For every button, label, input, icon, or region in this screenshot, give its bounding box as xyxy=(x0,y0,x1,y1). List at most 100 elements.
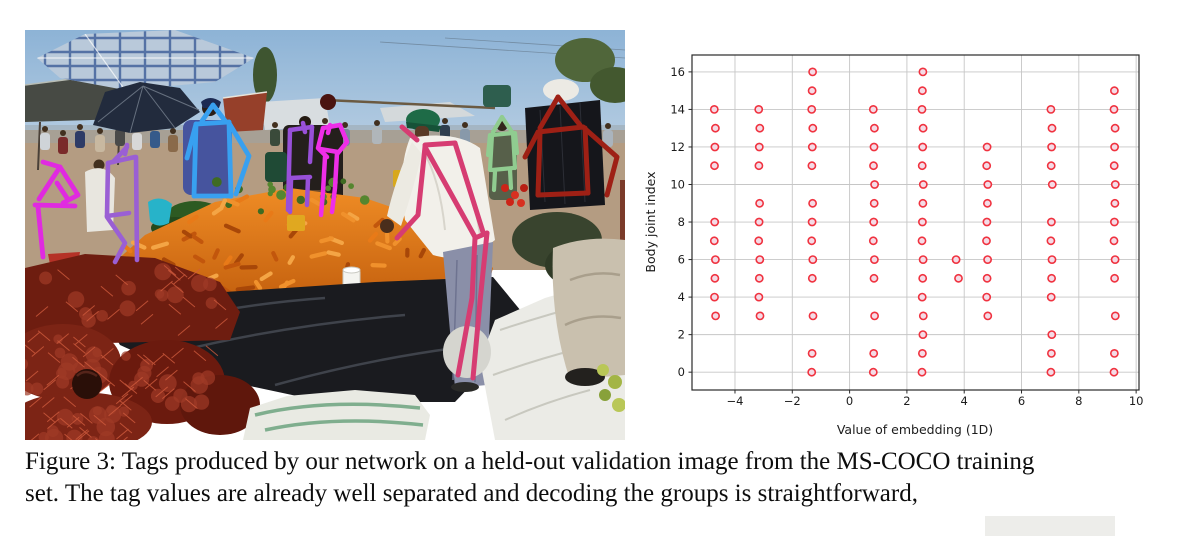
data-point xyxy=(868,367,878,377)
data-point xyxy=(754,161,764,171)
data-point xyxy=(709,105,719,114)
onion-bump xyxy=(54,347,66,359)
tag-column-stray-tag-b xyxy=(954,273,963,283)
data-point xyxy=(917,292,927,302)
data-point xyxy=(807,273,817,283)
tag-column-person-tag-3 xyxy=(807,67,818,377)
onion-bump xyxy=(96,417,116,437)
onion-bump xyxy=(193,394,210,410)
skeleton-limb xyxy=(226,119,234,199)
tag-column-person-tag-1 xyxy=(709,105,720,321)
crowd-head xyxy=(77,124,83,130)
onion-bump xyxy=(106,404,117,415)
carrot xyxy=(271,251,279,262)
data-point xyxy=(1110,123,1120,133)
skeleton-limb xyxy=(199,102,216,124)
crowd-body xyxy=(95,135,105,152)
data-point xyxy=(1109,367,1119,377)
y-axis-label: Body joint index xyxy=(643,171,658,272)
crowd-body xyxy=(270,129,280,146)
scan-artifact xyxy=(985,516,1115,536)
tag-column-person-tag-7 xyxy=(1046,105,1057,377)
skeleton-limb xyxy=(490,114,505,135)
carrot xyxy=(309,251,328,259)
pose-skeleton-bending-man-white-shirt xyxy=(394,124,490,381)
skeleton-limb xyxy=(399,124,420,143)
cabbage xyxy=(597,364,609,376)
data-point xyxy=(917,236,927,246)
crowd-body xyxy=(603,130,613,147)
carrot xyxy=(212,248,220,260)
data-point xyxy=(1047,180,1057,189)
skeleton-limb xyxy=(455,235,478,378)
data-point xyxy=(807,142,817,152)
tag-column-stray-tag-a xyxy=(951,255,961,264)
data-point xyxy=(1046,348,1056,358)
data-point xyxy=(917,105,927,114)
pose-skeleton-overlays xyxy=(32,94,620,381)
onion-highlight xyxy=(76,370,98,378)
y-tick-label: 14 xyxy=(670,102,685,116)
onion-bump xyxy=(25,358,28,370)
data-point xyxy=(869,217,879,227)
x-tick-label: 6 xyxy=(1018,394,1025,408)
data-point xyxy=(1110,255,1120,264)
man-shoe xyxy=(451,382,479,392)
skeleton-limb xyxy=(105,154,138,166)
carrot xyxy=(223,223,241,234)
plaid-pattern xyxy=(37,30,254,90)
caption-line-1: Figure 3: Tags produced by our network o… xyxy=(25,448,1035,475)
carrot xyxy=(235,285,256,292)
skeleton-limb xyxy=(329,150,340,215)
carrot xyxy=(253,279,263,291)
embedding-plot: −4 −2 0 2 4 6 8 10 0 2 4 6 8 10 12 14 16 Value of embed… xyxy=(640,30,1184,450)
data-point xyxy=(868,236,878,246)
carrot xyxy=(373,217,385,228)
scatter-points xyxy=(709,67,1120,377)
skeleton-limb xyxy=(287,124,315,133)
y-tick-label: 10 xyxy=(670,177,685,191)
data-point xyxy=(807,236,817,246)
crowd-body xyxy=(40,133,50,150)
center-white-sack xyxy=(243,390,430,440)
data-point xyxy=(711,123,720,133)
onion-bump xyxy=(140,359,153,372)
skeleton-limb xyxy=(104,210,132,219)
crowd-body xyxy=(58,137,68,154)
mesh-texture xyxy=(115,345,219,411)
carrot xyxy=(375,241,392,251)
green-stripes xyxy=(254,402,424,432)
onion-bump xyxy=(166,286,184,304)
onion-bump xyxy=(121,351,131,361)
carrot xyxy=(220,198,228,209)
data-point xyxy=(869,161,878,171)
data-point xyxy=(1109,86,1119,96)
data-point xyxy=(918,180,928,189)
data-point xyxy=(917,367,927,377)
onion-bump xyxy=(39,271,53,285)
data-point xyxy=(1110,311,1120,321)
skeleton-limb xyxy=(452,140,486,235)
skeleton-limb xyxy=(318,154,328,218)
carrot-top xyxy=(267,191,273,197)
cabbage xyxy=(599,389,611,401)
pose-skeleton-magenta-person-center xyxy=(315,122,350,218)
onion-bump xyxy=(180,396,198,413)
x-tick-label: −2 xyxy=(784,394,801,408)
data-point xyxy=(1110,180,1120,189)
data-point xyxy=(982,161,992,171)
y-tick-label: 16 xyxy=(670,65,685,79)
carrot xyxy=(187,214,199,225)
crowd-head xyxy=(97,128,103,134)
carrot-top xyxy=(257,208,264,215)
pose-skeleton-blue-jacket-person xyxy=(184,102,252,199)
carrot-top xyxy=(276,190,286,200)
skeleton-limb xyxy=(36,164,63,202)
cabbage xyxy=(612,398,625,412)
data-point xyxy=(918,142,928,152)
carrot xyxy=(193,254,206,264)
crowd-head xyxy=(170,128,176,134)
tag-column-person-tag-4 xyxy=(868,105,879,377)
data-point xyxy=(983,311,993,321)
data-point xyxy=(754,236,764,246)
